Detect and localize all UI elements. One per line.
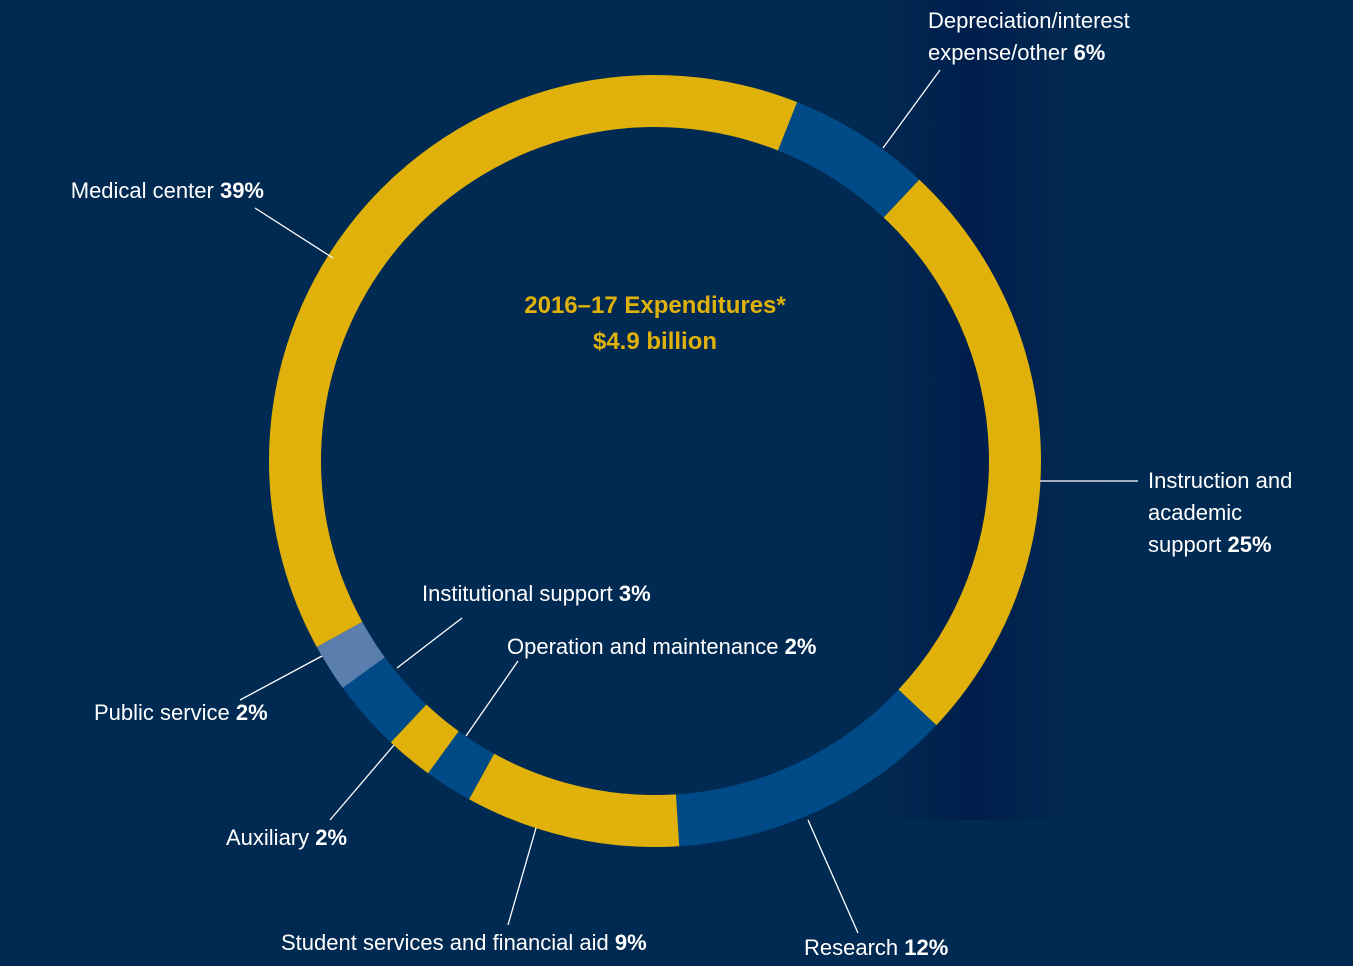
leader-line: [254, 207, 334, 259]
value-label: 9%: [614, 930, 647, 955]
value-label: 2%: [315, 825, 348, 850]
segment-label: Auxiliary 2%: [226, 822, 347, 854]
segment-label: Institutional support 3%: [422, 578, 651, 610]
donut-segment: [269, 75, 798, 647]
category-label: Student services and financial aid: [281, 930, 609, 955]
value-label: 6%: [1073, 40, 1106, 65]
category-label: Operation and maintenance: [507, 634, 779, 659]
segment-label: Depreciation/interest expense/other 6%: [928, 5, 1178, 69]
value-label: 2%: [235, 700, 268, 725]
value-label: 3%: [618, 581, 651, 606]
segment-label: Operation and maintenance 2%: [507, 631, 816, 663]
value-label: 39%: [219, 178, 264, 203]
donut-segment: [390, 704, 459, 774]
leader-line: [329, 744, 395, 821]
category-label: Institutional support: [422, 581, 613, 606]
donut-segment: [428, 731, 495, 800]
donut-segment: [342, 657, 427, 743]
leader-line: [396, 617, 463, 669]
chart-subtitle: $4.9 billion: [592, 328, 718, 355]
donut-segment: [675, 689, 937, 847]
leader-lines: [239, 69, 1138, 934]
chart-title: 2016–17 Expenditures*: [524, 292, 786, 319]
leader-line: [882, 69, 941, 149]
category-label: Auxiliary: [226, 825, 310, 850]
category-label: Instruction and academic support: [1148, 468, 1293, 557]
value-label: 2%: [784, 634, 817, 659]
donut-segment: [777, 102, 920, 218]
category-label: Depreciation/interest expense/other: [928, 8, 1130, 65]
segment-label: Medical center 39%: [71, 175, 264, 207]
value-label: 12%: [904, 935, 949, 960]
segment-label: Public service 2%: [94, 697, 268, 729]
leader-line: [465, 660, 519, 737]
category-label: Research: [804, 935, 899, 960]
background-band: [810, 0, 1140, 820]
value-label: 25%: [1227, 532, 1272, 557]
segment-label: Research 12%: [804, 932, 948, 964]
category-label: Public service: [94, 700, 230, 725]
segment-label: Student services and financial aid 9%: [281, 927, 647, 959]
segment-label: Instruction and academic support 25%: [1148, 465, 1318, 561]
donut-segment: [316, 621, 385, 688]
leader-line: [507, 827, 537, 926]
donut-segment: [883, 179, 1041, 726]
leader-line: [807, 819, 859, 934]
category-label: Medical center: [70, 178, 214, 203]
donut-segment: [469, 753, 680, 848]
ring: [269, 75, 1041, 848]
leader-line: [239, 655, 323, 701]
